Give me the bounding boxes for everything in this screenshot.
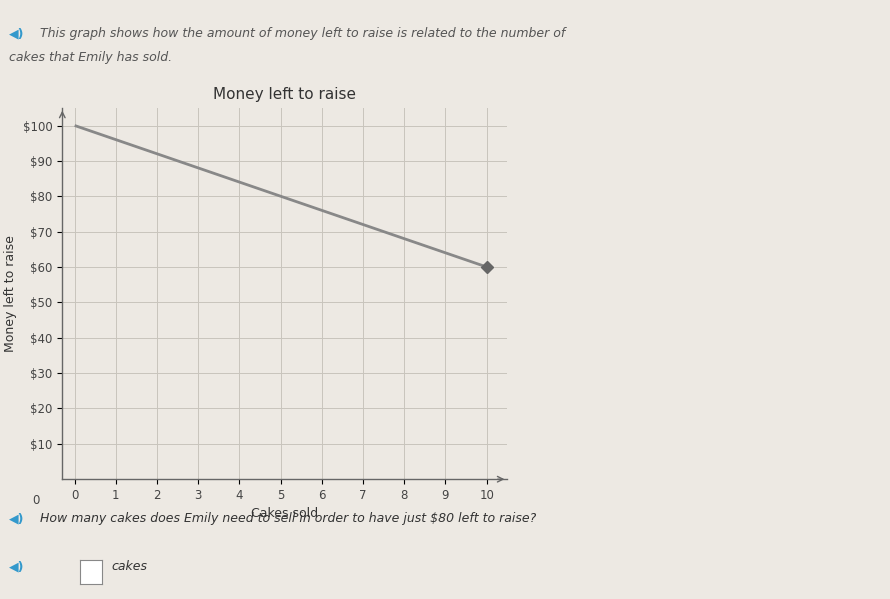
Y-axis label: Money left to raise: Money left to raise [4, 235, 17, 352]
Text: ◀): ◀) [9, 27, 24, 40]
Text: 0: 0 [33, 494, 40, 507]
Text: cakes that Emily has sold.: cakes that Emily has sold. [9, 51, 172, 64]
Text: How many cakes does Emily need to sell in order to have just $80 left to raise?: How many cakes does Emily need to sell i… [40, 512, 537, 525]
Text: ◀): ◀) [9, 512, 24, 525]
Text: ◀): ◀) [9, 560, 24, 573]
Title: Money left to raise: Money left to raise [214, 87, 356, 102]
X-axis label: Cakes sold: Cakes sold [251, 507, 319, 521]
Text: cakes: cakes [111, 560, 147, 573]
Text: This graph shows how the amount of money left to raise is related to the number : This graph shows how the amount of money… [40, 27, 565, 40]
